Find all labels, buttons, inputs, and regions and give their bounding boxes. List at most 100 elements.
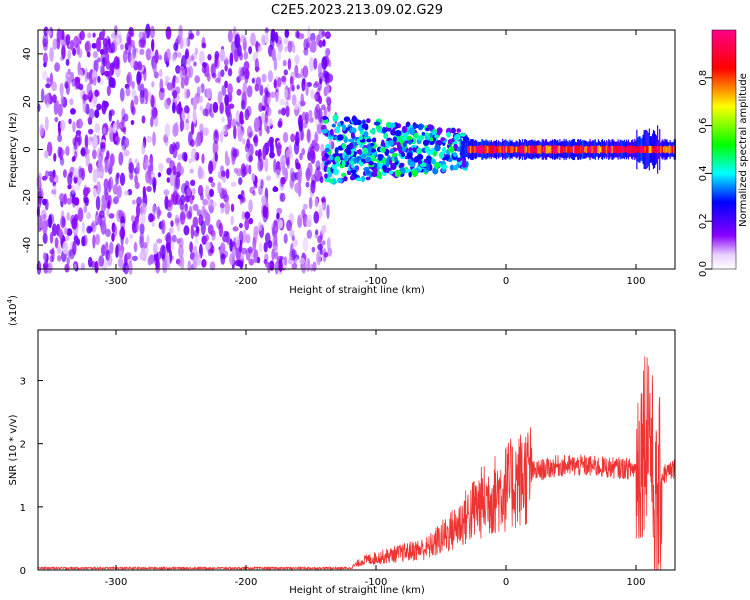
heatmap-cell <box>248 258 255 266</box>
heatmap-cell <box>57 134 63 143</box>
heatmap-cell <box>432 151 437 157</box>
heatmap-cell <box>278 109 283 115</box>
heatmap-cell <box>538 145 540 154</box>
heatmap-cell <box>313 57 318 70</box>
heatmap-cell <box>190 147 197 163</box>
heatmap-cell <box>276 212 280 220</box>
colorbar-tick-label: 0.8 <box>698 70 709 86</box>
heatmap-cell <box>391 152 398 158</box>
heatmap-cell <box>585 145 588 154</box>
heatmap-cell <box>201 66 207 74</box>
heatmap-cell <box>172 165 177 176</box>
heatmap-cell <box>167 199 172 208</box>
heatmap-cell <box>259 84 264 96</box>
heatmap-cell <box>314 142 320 152</box>
heatmap-cell <box>324 31 331 40</box>
heatmap-cell <box>250 32 256 47</box>
heatmap-cell <box>164 123 171 138</box>
heatmap-cell <box>305 82 309 97</box>
heatmap-cell <box>168 227 174 235</box>
heatmap-cell <box>507 146 509 153</box>
heatmap-cell <box>87 32 92 39</box>
heatmap-cell <box>164 98 171 110</box>
heatmap-cell <box>572 146 575 153</box>
heatmap-cell <box>594 145 596 154</box>
heatmap-cell <box>157 172 162 178</box>
heatmap-cell <box>557 146 559 153</box>
heatmap-cell <box>469 145 472 154</box>
heatmap-cell <box>217 90 223 105</box>
heatmap-cell <box>392 136 398 142</box>
heatmap-cell <box>148 213 154 223</box>
heatmap-cell <box>411 169 418 178</box>
heatmap-cell <box>78 48 83 59</box>
heatmap-cell <box>51 223 57 237</box>
heatmap-cell <box>191 194 195 201</box>
heatmap-cell <box>360 175 366 183</box>
heatmap-cell <box>371 137 377 144</box>
heatmap-cell <box>262 205 268 218</box>
heatmap-cell <box>228 103 235 109</box>
heatmap-cell <box>459 133 466 137</box>
heatmap-cell <box>98 154 103 169</box>
heatmap-cell <box>255 76 262 87</box>
heatmap-cell <box>149 254 155 265</box>
heatmap-cell <box>113 224 118 237</box>
heatmap-cell <box>521 145 523 154</box>
heatmap-cell <box>93 59 99 73</box>
heatmap-cell <box>265 175 272 181</box>
heatmap-cell <box>322 115 328 121</box>
heatmap-cell <box>60 119 66 131</box>
heatmap-cell <box>545 145 548 154</box>
heatmap-cell <box>365 118 371 124</box>
heatmap-cell <box>411 144 417 149</box>
y-tick-label: 0 <box>20 566 26 577</box>
heatmap-cell <box>289 153 294 161</box>
heatmap-cell <box>220 253 226 265</box>
heatmap-cell <box>169 171 175 187</box>
heatmap-cell <box>624 146 626 153</box>
heatmap-cell <box>569 146 572 153</box>
heatmap-cell <box>118 209 124 220</box>
heatmap-cell <box>114 136 121 142</box>
heatmap-cell <box>306 258 311 272</box>
heatmap-cell <box>230 181 237 187</box>
heatmap-cell <box>142 30 148 41</box>
heatmap-cell <box>363 131 369 138</box>
y-tick-label: -20 <box>22 189 33 205</box>
heatmap-cell <box>125 252 131 260</box>
heatmap-cell <box>82 97 87 113</box>
heatmap-cell <box>622 146 625 153</box>
heatmap-cell <box>340 172 347 178</box>
heatmap-cell <box>120 43 124 51</box>
heatmap-cell <box>111 232 115 242</box>
heatmap-cell <box>509 145 512 154</box>
bottom-y-axis-label: SNR (10 * v/v) <box>8 414 19 485</box>
heatmap-cell <box>441 146 447 154</box>
heatmap-cell <box>589 145 592 154</box>
heatmap-cell <box>129 233 134 240</box>
heatmap-cell <box>350 160 355 169</box>
heatmap-cell <box>260 179 264 189</box>
heatmap-cell <box>309 32 316 43</box>
heatmap-cell <box>280 176 286 185</box>
heatmap-cell <box>135 203 141 218</box>
heatmap-cell <box>535 145 538 154</box>
heatmap-cell <box>131 255 138 262</box>
heatmap-cell <box>512 146 515 153</box>
heatmap-cell <box>608 146 611 153</box>
heatmap-cell <box>58 228 63 240</box>
heatmap-cell <box>178 244 184 259</box>
heatmap-cell <box>196 209 202 217</box>
x-tick-label: -300 <box>105 577 128 588</box>
heatmap-cell <box>165 48 171 62</box>
heatmap-cell <box>224 58 230 66</box>
heatmap-cell <box>203 127 209 136</box>
heatmap-cell <box>413 123 419 129</box>
heatmap-cell <box>231 241 236 247</box>
heatmap-cell <box>662 146 665 153</box>
heatmap-cell <box>241 211 246 220</box>
heatmap-cell <box>456 157 462 162</box>
heatmap-cell <box>54 116 59 123</box>
heatmap-cell <box>328 178 334 184</box>
